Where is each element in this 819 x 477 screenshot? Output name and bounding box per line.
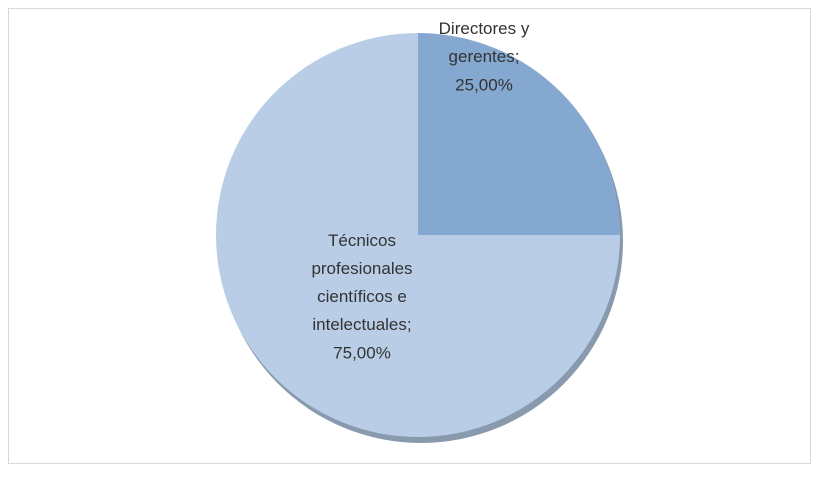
label-line: profesionales [311, 259, 412, 278]
label-line: Técnicos [328, 231, 396, 250]
slice-label: Directores y gerentes; [439, 19, 530, 66]
pie [216, 33, 620, 437]
label-line: Directores y [439, 19, 530, 38]
slice-value-label: 75,00% [333, 343, 391, 362]
pie-slice [418, 33, 620, 235]
pie-slice [216, 33, 620, 437]
labels: Directores y gerentes;25,00%Técnicos profe… [311, 19, 529, 362]
label-separator: ; [515, 47, 520, 66]
label-line: científicos e [317, 287, 407, 306]
label-line: intelectuales [312, 315, 407, 334]
slice-value-label: 25,00% [455, 75, 513, 94]
label-separator: ; [407, 315, 412, 334]
label-line: gerentes [449, 47, 515, 66]
slice-label: Técnicos profesionales científicos e intele… [311, 231, 412, 334]
